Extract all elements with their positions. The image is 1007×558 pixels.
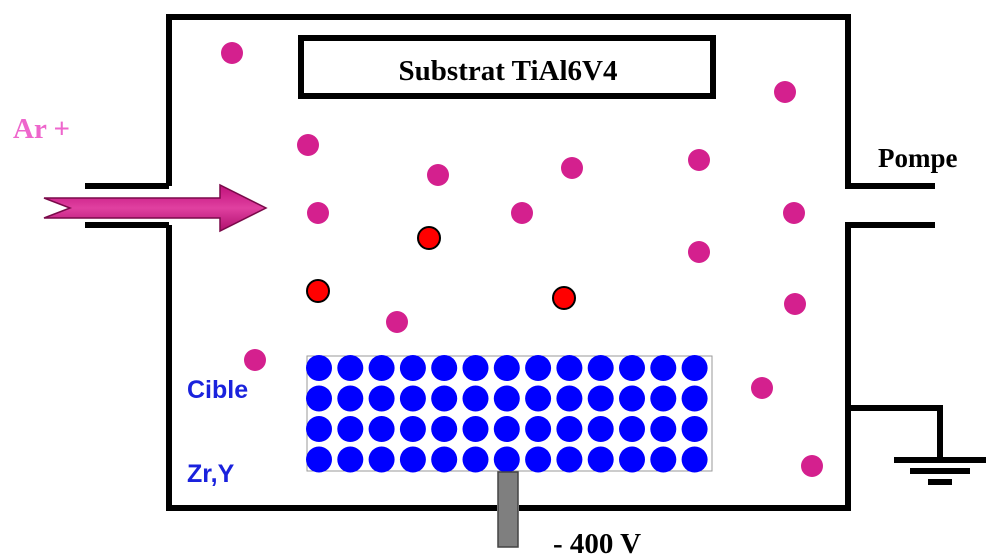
- target-atom: [337, 416, 364, 442]
- target-material-label: Zr,Y: [187, 460, 235, 488]
- target-atom: [306, 385, 332, 412]
- pump-label: Pompe: [878, 143, 958, 173]
- target-atom: [431, 416, 458, 442]
- sputtered-particles: [306, 226, 576, 310]
- target-atom: [431, 355, 458, 381]
- target-atom: [368, 446, 395, 473]
- chamber-wall-lower: [166, 225, 497, 511]
- argon-ion: [307, 202, 329, 224]
- voltage-label: - 400 V: [553, 528, 641, 558]
- target-atom: [587, 446, 614, 473]
- target-atom: [368, 416, 395, 442]
- target-atom: [399, 385, 426, 412]
- target-atom: [650, 355, 677, 381]
- substrate-label: Substrat TiAl6V4: [399, 55, 618, 87]
- argon-particles: [221, 42, 823, 477]
- argon-ion: [774, 81, 796, 103]
- target-atom: [399, 416, 426, 442]
- target-atom: [306, 416, 332, 442]
- target-atom: [337, 355, 364, 381]
- target-atom: [650, 446, 677, 473]
- chamber-wall: [166, 14, 935, 189]
- argon-ion: [751, 377, 773, 399]
- target-atom: [556, 416, 583, 442]
- vacuum-chamber: [85, 14, 935, 511]
- argon-ion: [688, 149, 710, 171]
- target-atoms: [306, 355, 708, 473]
- target-atom: [681, 385, 708, 412]
- target-atom: [493, 355, 520, 381]
- argon-ion: [386, 311, 408, 333]
- target-atom: [337, 385, 364, 412]
- target-atom: [493, 385, 520, 412]
- target-atom: [650, 385, 677, 412]
- target-atom: [525, 446, 552, 473]
- target-atom: [587, 416, 614, 442]
- target-atom: [399, 355, 426, 381]
- argon-ion: [783, 202, 805, 224]
- target-atom: [619, 385, 645, 412]
- target-atom: [681, 416, 708, 442]
- argon-ion: [427, 164, 449, 186]
- target-atom: [587, 355, 614, 381]
- target-atom: [525, 416, 552, 442]
- sputtered-atom: [306, 279, 330, 303]
- target-atom: [493, 416, 520, 442]
- target-atom: [556, 385, 583, 412]
- gas-label: Ar +: [13, 113, 70, 145]
- target-atom: [337, 446, 364, 473]
- target-atom: [493, 446, 520, 473]
- target-atom: [556, 446, 583, 473]
- target-atom: [462, 355, 489, 381]
- target-atom: [431, 385, 458, 412]
- target-atom: [681, 446, 708, 473]
- target-atom: [368, 385, 395, 412]
- sputtered-atom: [417, 226, 441, 250]
- argon-ion: [801, 455, 823, 477]
- target-atom: [619, 446, 645, 473]
- argon-ion: [784, 293, 806, 315]
- argon-ion: [221, 42, 243, 64]
- target-atom: [619, 416, 645, 442]
- target-atom: [368, 355, 395, 381]
- chamber-wall-lower-right: [519, 222, 935, 511]
- target-label: Cible: [187, 376, 248, 404]
- argon-ion: [511, 202, 533, 224]
- target-atom: [462, 385, 489, 412]
- argon-flow-arrow: [43, 183, 268, 233]
- argon-ion: [561, 157, 583, 179]
- ground-wire: [848, 405, 943, 458]
- target-atom: [525, 355, 552, 381]
- target-atom: [650, 416, 677, 442]
- substrate-box: [298, 35, 716, 99]
- argon-ion: [688, 241, 710, 263]
- sputtered-atom: [552, 286, 576, 310]
- target-atom: [587, 385, 614, 412]
- target-atom: [462, 446, 489, 473]
- target-atom: [619, 355, 645, 381]
- cathode-electrode: [497, 471, 519, 548]
- target-atom: [681, 355, 708, 381]
- target-atom: [525, 385, 552, 412]
- target-atom: [306, 446, 332, 473]
- argon-ion: [297, 134, 319, 156]
- target-atom: [462, 416, 489, 442]
- target-atom: [431, 446, 458, 473]
- ground-symbol: [848, 405, 986, 485]
- target-atom: [556, 355, 583, 381]
- target-atom: [306, 355, 332, 381]
- target-atom: [399, 446, 426, 473]
- argon-ion: [244, 349, 266, 371]
